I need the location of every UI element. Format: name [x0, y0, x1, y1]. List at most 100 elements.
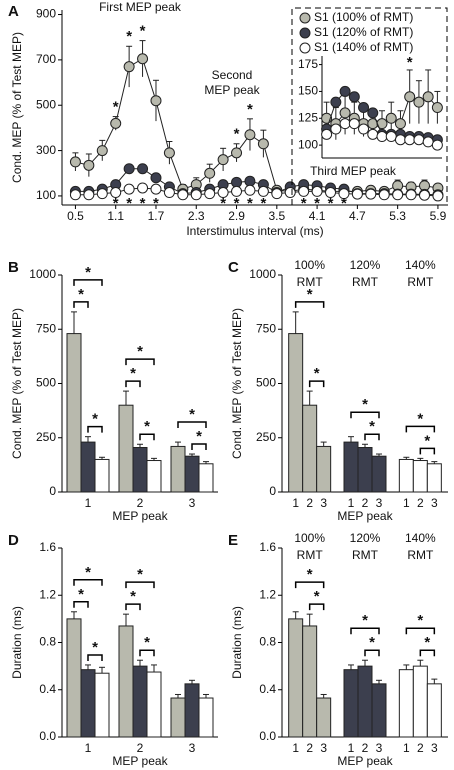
point [137, 182, 149, 194]
bar [80, 441, 96, 493]
x-tick-label: 2 [417, 496, 424, 510]
inset-point [422, 136, 434, 148]
inset-point [330, 96, 342, 108]
y-tick-label: 1.2 [39, 587, 56, 601]
y-tick-label: 1000 [29, 267, 56, 281]
significance-bracket [308, 603, 325, 611]
x-tick-label: 1 [348, 741, 355, 755]
point [163, 147, 175, 159]
x-tick-label: 2 [362, 496, 369, 510]
x-tick-label: 3 [431, 496, 438, 510]
point [365, 188, 377, 200]
bar [343, 669, 359, 738]
y-tick-label: 750 [256, 321, 276, 335]
point [150, 172, 162, 184]
inset-point [358, 102, 370, 114]
significance-bracket [125, 603, 141, 611]
bar [94, 672, 110, 738]
inset-point [413, 134, 425, 146]
significance-bracket [364, 649, 380, 657]
x-axis-label: Interstimulus interval (ms) [186, 224, 323, 238]
significance-star: * [314, 365, 320, 382]
point [405, 189, 417, 201]
bar [198, 463, 214, 493]
bar [170, 445, 186, 493]
x-tick-label: 2.9 [228, 209, 245, 223]
group-label: 100% [294, 531, 325, 545]
annotation: MEP peak [204, 83, 260, 97]
point [257, 138, 269, 150]
x-tick-label: 1.7 [148, 209, 165, 223]
y-tick-label: 0.0 [259, 729, 276, 743]
x-tick-label: 0.5 [67, 209, 84, 223]
y-tick-label: 0 [269, 484, 276, 498]
inset-y-tick-label: 100 [298, 137, 318, 151]
bar [357, 665, 373, 738]
significance-star: * [126, 28, 132, 45]
point [123, 61, 135, 73]
significance-star: * [307, 566, 313, 583]
y-axis-label: Duration (ms) [10, 606, 24, 679]
panel-label: B [8, 259, 19, 276]
inset-point [330, 123, 342, 135]
significance-star: * [362, 396, 368, 413]
bar [302, 625, 318, 738]
point [231, 185, 243, 197]
bar [146, 671, 162, 738]
bar [316, 697, 332, 738]
x-tick-label: 3.5 [268, 209, 285, 223]
significance-star: * [85, 564, 91, 581]
point [392, 189, 404, 201]
inset-point [422, 91, 434, 103]
bar [302, 404, 318, 493]
inset-point [321, 128, 333, 140]
bar [288, 333, 304, 493]
significance-bracket [294, 301, 325, 308]
panel-label: A [8, 3, 19, 20]
y-tick-label: 250 [256, 430, 276, 444]
point [96, 145, 108, 157]
bar [357, 447, 373, 493]
point [432, 190, 444, 202]
x-tick-label: 2 [362, 741, 369, 755]
point [69, 189, 81, 201]
bar [118, 404, 134, 493]
significance-bracket [125, 581, 155, 589]
significance-bracket [419, 447, 436, 455]
group-label: RMT [352, 275, 379, 289]
group-label: RMT [407, 548, 434, 562]
bar [170, 697, 186, 738]
bar [371, 683, 387, 738]
x-axis-label: MEP peak [112, 509, 168, 523]
y-tick-label: 0.8 [259, 635, 276, 649]
inset-point [367, 128, 379, 140]
significance-star: * [85, 264, 91, 281]
significance-bracket [73, 279, 103, 286]
point [217, 187, 229, 199]
point [150, 95, 162, 107]
significance-star: * [140, 195, 146, 212]
point [163, 187, 175, 199]
significance-bracket [419, 649, 436, 657]
significance-star: * [260, 195, 266, 212]
inset-point [394, 118, 406, 130]
point [419, 189, 431, 201]
x-tick-label: 2 [306, 496, 313, 510]
x-tick-label: 2 [417, 741, 424, 755]
bar [80, 669, 96, 738]
x-tick-label: 3 [189, 496, 196, 510]
legend-label: S1 (140% of RMT) [314, 40, 413, 54]
significance-star: * [137, 566, 143, 583]
significance-star: * [220, 195, 226, 212]
point [244, 184, 256, 196]
significance-bracket [87, 654, 103, 661]
inset-point [404, 91, 416, 103]
group-label: RMT [297, 275, 324, 289]
point [204, 188, 216, 200]
bar [343, 441, 359, 493]
significance-star: * [314, 195, 320, 212]
significance-star: * [140, 23, 146, 40]
inset-point [348, 118, 360, 130]
point [96, 188, 108, 200]
